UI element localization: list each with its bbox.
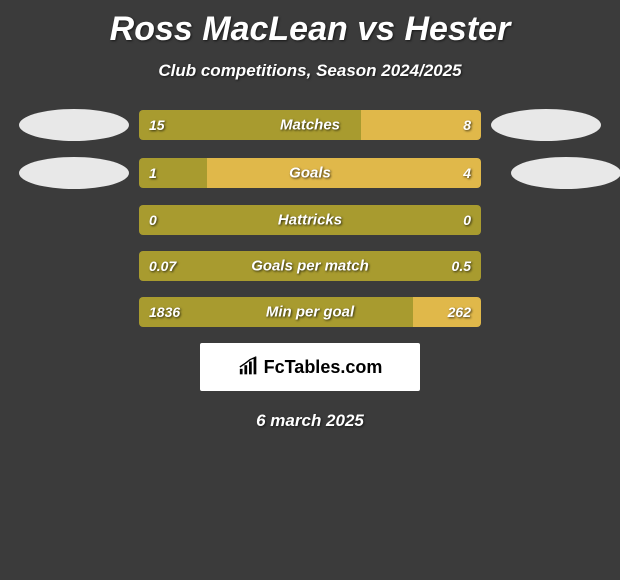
logo-text: FcTables.com	[264, 357, 383, 378]
bar-right-value: 262	[448, 304, 471, 320]
bar-label: Goals	[289, 165, 331, 182]
bar-right-value: 8	[463, 117, 471, 133]
bar-label: Hattricks	[278, 212, 342, 229]
stat-row: Goals per match 0.07 0.5	[0, 251, 620, 281]
bar-right-value: 0.5	[452, 258, 471, 274]
stat-row: Matches 15 8	[0, 109, 620, 141]
stat-row: Hattricks 0 0	[0, 205, 620, 235]
right-ellipse	[511, 157, 620, 189]
bar-label: Min per goal	[266, 304, 354, 321]
logo-box[interactable]: FcTables.com	[200, 343, 420, 391]
bar-right-segment	[207, 158, 481, 188]
chart-icon	[238, 356, 260, 378]
bar-left-value: 15	[149, 117, 165, 133]
page-date: 6 march 2025	[0, 411, 620, 431]
bar-right-value: 0	[463, 212, 471, 228]
bar-label: Goals per match	[251, 258, 369, 275]
left-ellipse	[19, 157, 129, 189]
page-subtitle: Club competitions, Season 2024/2025	[0, 61, 620, 81]
bar-left-value: 0	[149, 212, 157, 228]
page-title: Ross MacLean vs Hester	[0, 0, 620, 49]
bar-left-value: 1	[149, 165, 157, 181]
stat-bar: Hattricks 0 0	[139, 205, 481, 235]
stat-bar: Min per goal 1836 262	[139, 297, 481, 327]
stat-bar: Goals 1 4	[139, 158, 481, 188]
bar-label: Matches	[280, 117, 340, 134]
stat-bar: Goals per match 0.07 0.5	[139, 251, 481, 281]
stat-row: Min per goal 1836 262	[0, 297, 620, 327]
left-ellipse	[19, 109, 129, 141]
stat-bar: Matches 15 8	[139, 110, 481, 140]
right-ellipse	[491, 109, 601, 141]
stat-row: Goals 1 4	[0, 157, 620, 189]
bar-left-value: 1836	[149, 304, 180, 320]
bar-left-value: 0.07	[149, 258, 176, 274]
bar-right-value: 4	[463, 165, 471, 181]
comparison-rows: Matches 15 8 Goals 1 4 Hattricks 0 0 Goals per ma…	[0, 109, 620, 327]
